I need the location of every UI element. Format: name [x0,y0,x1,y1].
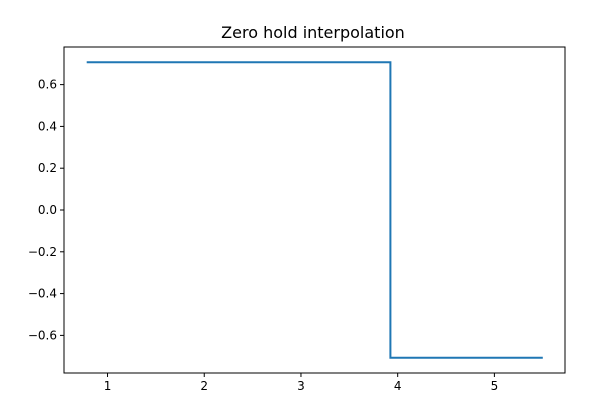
y-tick-label: 0.0 [38,203,57,217]
x-tick-label: 5 [491,379,499,393]
x-tick-label: 1 [104,379,112,393]
x-tick-label: 3 [297,379,305,393]
y-tick-label: −0.6 [28,328,57,342]
y-tick-label: 0.4 [38,119,57,133]
x-axis: 1 2 3 4 5 [104,373,499,393]
chart-title: Zero hold interpolation [221,23,405,42]
x-tick-label: 4 [394,379,402,393]
series-line [86,61,543,359]
plot-area-frame [63,46,566,374]
y-tick-label: −0.4 [28,287,57,301]
x-tick-label: 2 [200,379,208,393]
y-tick-label: 0.2 [38,161,57,175]
y-tick-label: 0.6 [38,78,57,92]
series-layer [86,61,543,359]
y-tick-label: −0.2 [28,245,57,259]
y-axis: −0.6 −0.4 −0.2 0.0 0.2 0.4 0.6 [28,78,64,342]
